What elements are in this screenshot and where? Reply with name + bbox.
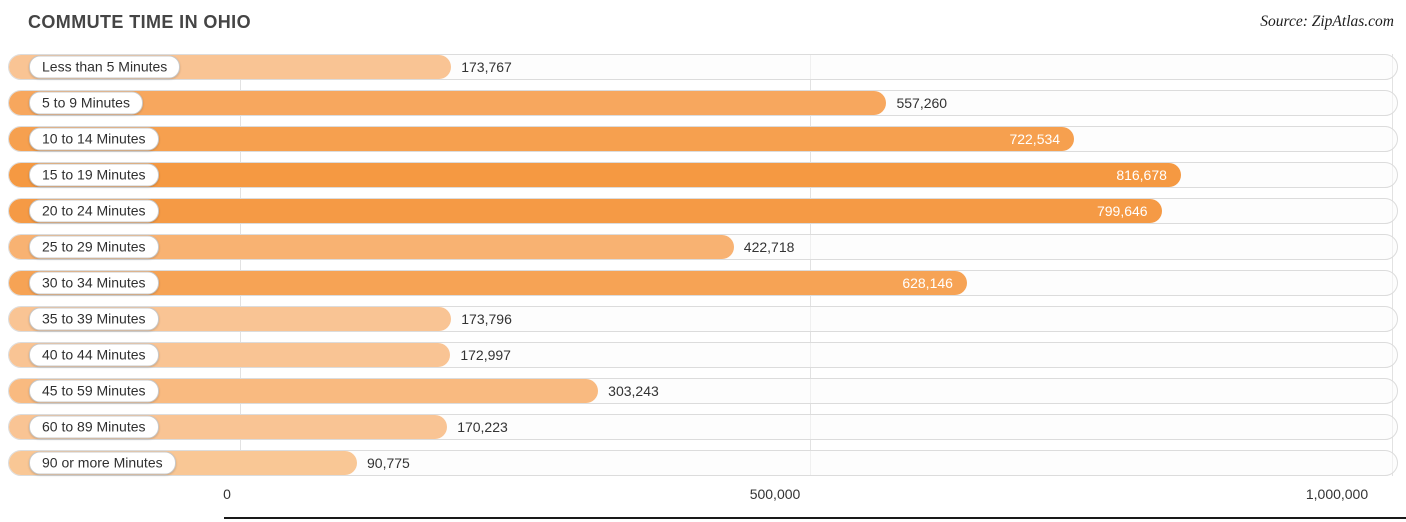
bar-row: Less than 5 Minutes 173,767 (8, 54, 1398, 80)
bar-row: 5 to 9 Minutes 557,260 (8, 90, 1398, 116)
bar-row: 45 to 59 Minutes 303,243 (8, 378, 1398, 404)
category-label: 60 to 89 Minutes (29, 415, 159, 439)
category-label: 5 to 9 Minutes (29, 91, 143, 115)
bar-row: 35 to 39 Minutes 173,796 (8, 306, 1398, 332)
bar-row: 799,646 20 to 24 Minutes (8, 198, 1398, 224)
x-axis: 0 500,000 1,000,000 (8, 486, 1398, 506)
chart-header: COMMUTE TIME IN OHIO Source: ZipAtlas.co… (0, 0, 1406, 48)
source-attribution: Source: ZipAtlas.com (1260, 13, 1394, 30)
gridline-500k (810, 54, 811, 476)
bar[interactable]: 628,146 (9, 271, 967, 295)
bar[interactable]: 816,678 (9, 163, 1181, 187)
category-label: 40 to 44 Minutes (29, 343, 159, 367)
category-label: 45 to 59 Minutes (29, 379, 159, 403)
bar-value-label: 173,796 (461, 311, 512, 327)
bar-chart: Less than 5 Minutes 173,767 5 to 9 Minut… (8, 54, 1406, 522)
gridline-0 (240, 54, 241, 476)
category-label: 30 to 34 Minutes (29, 271, 159, 295)
category-label: 10 to 14 Minutes (29, 127, 159, 151)
category-label: 25 to 29 Minutes (29, 235, 159, 259)
bar-value-label: 170,223 (457, 419, 508, 435)
bar-value-label: 557,260 (896, 95, 948, 111)
bar-row: 90 or more Minutes 90,775 (8, 450, 1398, 476)
page-title: COMMUTE TIME IN OHIO (28, 12, 251, 32)
category-label: 20 to 24 Minutes (29, 199, 159, 223)
bar-row: 722,534 10 to 14 Minutes (8, 126, 1398, 152)
x-axis-tick: 1,000,000 (1305, 486, 1369, 502)
bar-value-label: 628,146 (902, 275, 953, 291)
bar-value-label: 816,678 (1116, 167, 1167, 183)
bar-row: 816,678 15 to 19 Minutes (8, 162, 1398, 188)
bar-row: 25 to 29 Minutes 422,718 (8, 234, 1398, 260)
category-label: 90 or more Minutes (29, 451, 176, 475)
category-label: Less than 5 Minutes (29, 55, 181, 79)
bar-value-label: 173,767 (461, 59, 512, 75)
gridline-1m (1392, 54, 1393, 476)
bar-row: 60 to 89 Minutes 170,223 (8, 414, 1398, 440)
bar-value-label: 722,534 (1009, 131, 1061, 147)
category-label: 35 to 39 Minutes (29, 307, 159, 331)
x-axis-line (224, 517, 1406, 519)
bar[interactable]: 722,534 (9, 127, 1075, 151)
category-label: 15 to 19 Minutes (29, 163, 159, 187)
bar-value-label: 172,997 (460, 347, 511, 363)
x-axis-tick: 0 (223, 486, 231, 502)
bar-value-label: 303,243 (608, 383, 659, 399)
bar[interactable] (9, 91, 887, 115)
x-axis-tick: 500,000 (749, 486, 801, 502)
bar-value-label: 422,718 (743, 239, 795, 255)
bar-value-label: 799,646 (1096, 203, 1148, 219)
bar-rows: Less than 5 Minutes 173,767 5 to 9 Minut… (8, 54, 1398, 476)
bar-row: 628,146 30 to 34 Minutes (8, 270, 1398, 296)
bar-value-label: 90,775 (367, 455, 410, 471)
bar-row: 40 to 44 Minutes 172,997 (8, 342, 1398, 368)
bar[interactable]: 799,646 (9, 199, 1162, 223)
